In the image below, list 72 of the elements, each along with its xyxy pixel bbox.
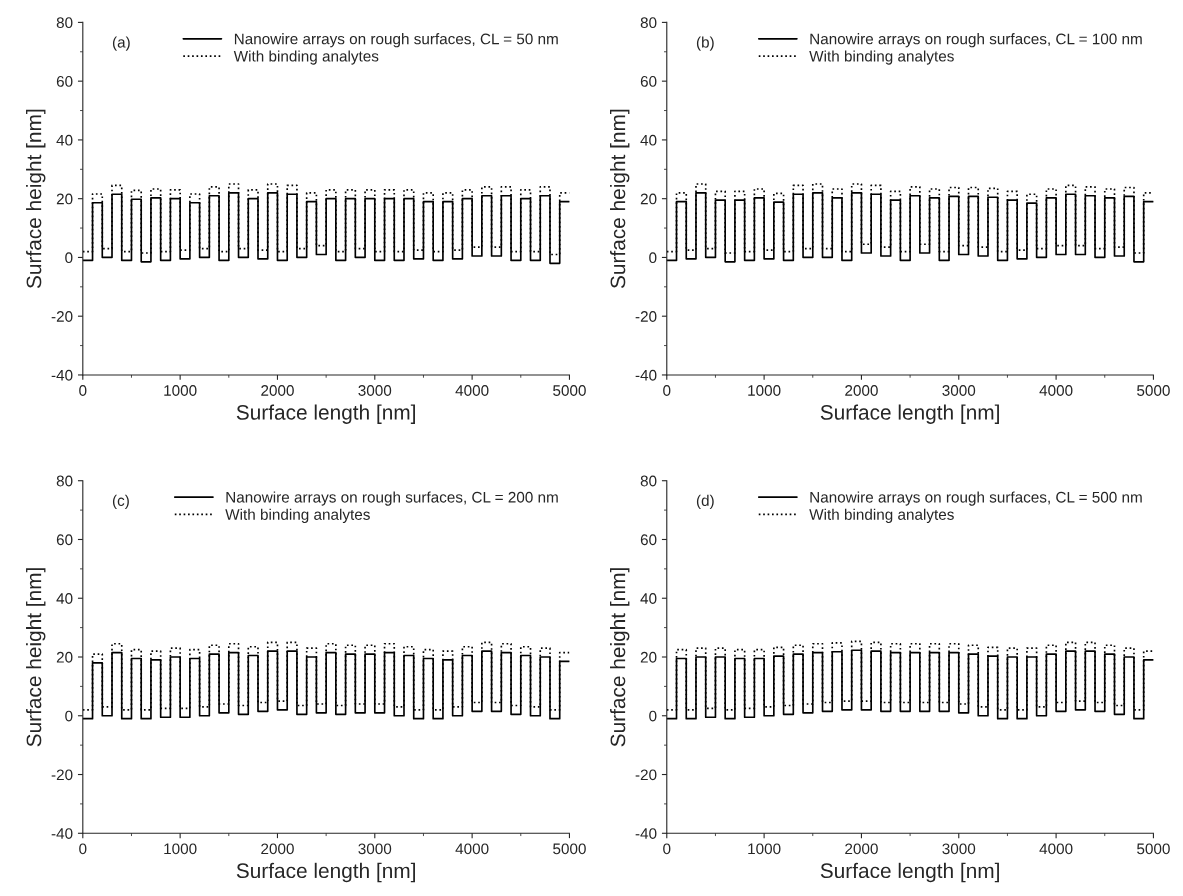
y-tick-label: -20 — [635, 311, 657, 322]
y-axis-title: Surface height [nm] — [26, 109, 46, 289]
x-tick-label: 4000 — [455, 385, 489, 396]
x-tick-label: 2000 — [261, 385, 294, 396]
annotation: (d) — [696, 494, 714, 509]
x-tick-label: 3000 — [358, 843, 392, 855]
x-axis-title: Surface length [nm] — [820, 862, 999, 883]
y-tick-label: 0 — [649, 710, 657, 722]
y-tick-label: 60 — [640, 534, 657, 546]
x-tick-label: 5000 — [553, 385, 586, 396]
y-axis-title: Surface height [nm] — [610, 109, 630, 289]
x-tick-label: 2000 — [845, 843, 878, 855]
y-tick-label: 80 — [56, 17, 73, 29]
y-tick-label: 20 — [56, 193, 73, 205]
legend-label: With binding analytes — [809, 508, 954, 523]
y-tick-label: -20 — [635, 769, 657, 781]
x-tick-label: 4000 — [1039, 843, 1073, 855]
y-tick-label: 0 — [65, 710, 73, 722]
legend-label: With binding analytes — [233, 50, 379, 65]
y-tick-label: 80 — [56, 475, 73, 487]
y-axis-title: Surface height [nm] — [26, 568, 46, 747]
x-tick-label: 1000 — [164, 385, 197, 396]
x-tick-label: 3000 — [358, 385, 392, 396]
y-tick-label: -40 — [51, 828, 73, 839]
x-tick-label: 0 — [663, 385, 671, 396]
y-tick-label: 40 — [56, 134, 73, 146]
x-tick-label: 4000 — [1039, 385, 1073, 396]
x-tick-label: 5000 — [1137, 843, 1170, 855]
legend-label: Nanowire arrays on rough surfaces, CL = 100 nm — [810, 33, 1142, 48]
y-tick-label: 20 — [640, 193, 657, 205]
x-tick-label: 3000 — [942, 843, 976, 855]
y-tick-label: -40 — [51, 369, 73, 381]
y-tick-label: 60 — [56, 76, 73, 87]
x-tick-label: 0 — [79, 385, 87, 396]
y-tick-label: 20 — [640, 651, 657, 663]
x-tick-label: 2000 — [845, 385, 878, 396]
x-tick-label: 0 — [663, 843, 671, 855]
y-tick-label: 60 — [640, 76, 657, 87]
y-tick-label: 60 — [56, 534, 73, 546]
y-tick-label: 80 — [640, 475, 657, 487]
y-axis-title: Surface height [nm] — [610, 568, 630, 747]
x-tick-label: 0 — [79, 843, 87, 855]
y-tick-label: -20 — [51, 769, 73, 781]
x-tick-label: 4000 — [455, 843, 489, 855]
y-tick-label: 40 — [640, 593, 657, 604]
y-tick-label: 40 — [56, 593, 73, 604]
y-tick-label: 0 — [65, 252, 73, 264]
legend-label: With binding analytes — [809, 50, 954, 65]
y-tick-label: 40 — [640, 134, 657, 146]
annotation: (a) — [112, 36, 130, 51]
legend-label: Nanowire arrays on rough surfaces, CL = 200 nm — [226, 491, 558, 506]
y-tick-label: 80 — [640, 17, 657, 29]
annotation: (b) — [696, 36, 714, 51]
legend-label: Nanowire arrays on rough surfaces, CL = 500 nm — [810, 491, 1142, 506]
x-axis-title: Surface length [nm] — [236, 404, 415, 424]
x-tick-label: 5000 — [1137, 385, 1170, 396]
x-tick-label: 1000 — [748, 843, 781, 855]
x-tick-label: 1000 — [164, 843, 197, 855]
x-tick-label: 2000 — [261, 843, 294, 855]
x-axis-title: Surface length [nm] — [820, 404, 999, 424]
y-tick-label: -40 — [635, 828, 657, 839]
x-tick-label: 5000 — [553, 843, 586, 855]
y-tick-label: -20 — [51, 311, 73, 322]
legend-label: With binding analytes — [225, 508, 370, 523]
x-axis-title: Surface length [nm] — [236, 862, 415, 883]
x-tick-label: 1000 — [748, 385, 781, 396]
y-tick-label: 20 — [56, 651, 73, 663]
y-tick-label: -40 — [635, 369, 657, 381]
annotation: (c) — [112, 494, 129, 509]
legend-label: Nanowire arrays on rough surfaces, CL = 50 nm — [234, 33, 558, 48]
y-tick-label: 0 — [649, 252, 657, 264]
x-tick-label: 3000 — [942, 385, 976, 396]
